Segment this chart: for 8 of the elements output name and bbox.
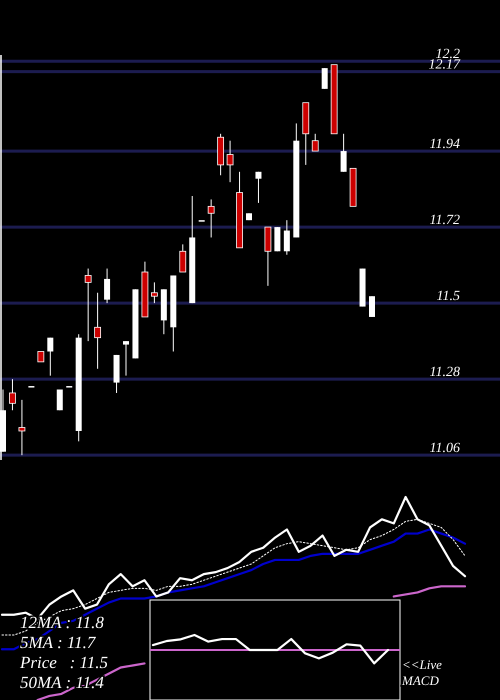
- y-tick-label: 11.5: [436, 289, 460, 304]
- annotation: Price : 11.5: [19, 653, 108, 672]
- y-tick-label: 11.28: [430, 365, 460, 380]
- y-tick-label: 11.94: [430, 137, 460, 152]
- y-tick-label: 11.72: [430, 213, 460, 228]
- annotation: <<Live: [402, 657, 442, 672]
- y-tick-label: 11.06: [430, 441, 460, 456]
- annotation: MACD: [401, 673, 440, 688]
